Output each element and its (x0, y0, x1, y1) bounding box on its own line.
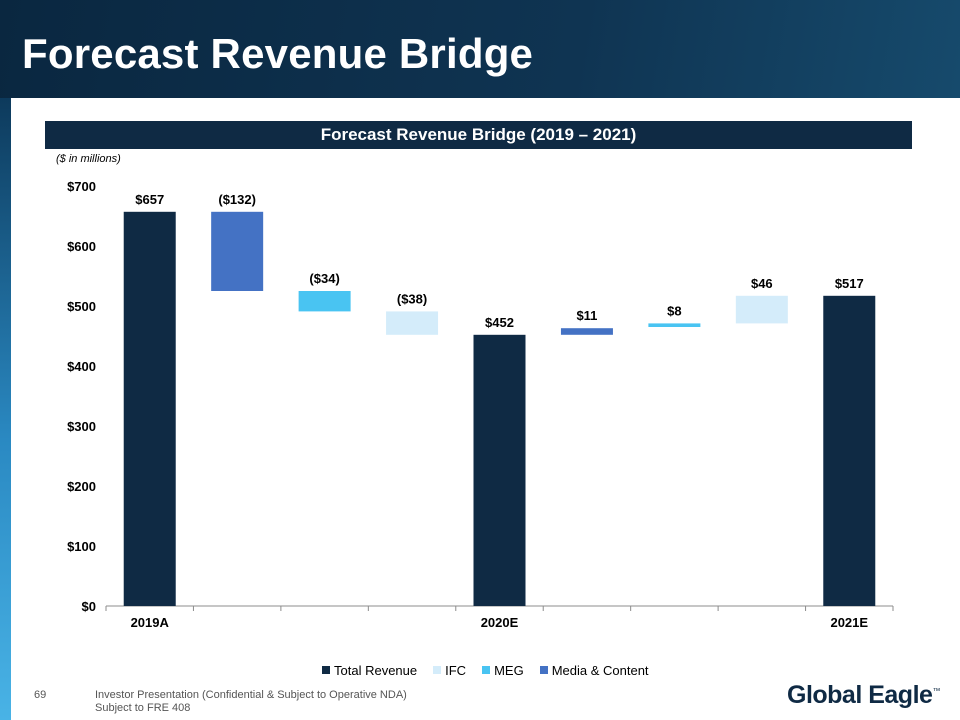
data-label-6: $11 (576, 308, 597, 323)
y-tick-label: $600 (67, 239, 96, 254)
data-label-7: $8 (667, 303, 681, 318)
page-number: 69 (34, 689, 47, 701)
legend-label: Media & Content (551, 662, 649, 678)
legend-item-media-content: Media & Content (539, 662, 649, 678)
footer-disclaimer: Investor Presentation (Confidential & Su… (95, 689, 407, 715)
y-tick-label: $0 (82, 599, 96, 614)
bar-1 (123, 211, 176, 607)
legend-item-total-revenue: Total Revenue (322, 663, 417, 678)
bar-3 (298, 291, 351, 312)
legend-swatch-total-revenue (322, 666, 330, 674)
data-label-1: $657 (135, 192, 164, 207)
x-category-label: 2020E (481, 615, 519, 630)
legend-label: MEG (494, 662, 524, 678)
x-category-label: 2021E (830, 615, 868, 630)
footer-line-1: Investor Presentation (Confidential & Su… (95, 689, 407, 701)
legend-item-ifc: IFC (433, 663, 466, 678)
bar-6 (560, 328, 613, 335)
global-eagle-logo: Global Eagle™ (787, 681, 940, 710)
bar-5 (473, 334, 526, 606)
data-label-3: ($34) (309, 271, 339, 286)
header-banner: Forecast Revenue Bridge (0, 0, 960, 98)
legend-label: Total Revenue (334, 662, 418, 678)
bar-2 (211, 211, 264, 291)
chart-legend: Total Revenue IFC MEG Media & Content (322, 662, 649, 678)
y-tick-label: $300 (67, 419, 96, 434)
legend-swatch-media-content (539, 666, 548, 674)
logo-trademark: ™ (932, 686, 940, 696)
data-label-4: ($38) (397, 291, 427, 306)
chart-title-banner: Forecast Revenue Bridge (2019 – 2021) (45, 121, 912, 149)
y-tick-label: $400 (67, 359, 96, 374)
data-label-5: $452 (485, 315, 514, 330)
footer-line-2: Subject to FRE 408 (95, 702, 191, 714)
data-label-9: $517 (835, 276, 864, 291)
x-category-label: 2019A (131, 615, 170, 630)
data-label-8: $46 (751, 276, 773, 291)
y-tick-label: $700 (67, 179, 96, 194)
logo-text: Global Eagle (787, 681, 933, 709)
units-note: ($ in millions) (56, 153, 121, 165)
legend-swatch-ifc (433, 666, 442, 674)
bar-7 (648, 323, 701, 327)
y-tick-label: $100 (67, 539, 96, 554)
y-tick-label: $200 (67, 479, 96, 494)
legend-label: IFC (445, 662, 467, 678)
side-accent-bar (0, 98, 11, 720)
page-title: Forecast Revenue Bridge (22, 30, 534, 77)
bar-8 (735, 295, 788, 324)
y-tick-label: $500 (67, 299, 96, 314)
bar-9 (823, 295, 876, 606)
data-label-2: ($132) (218, 192, 256, 207)
bar-4 (386, 311, 439, 335)
legend-swatch-meg (482, 666, 491, 674)
legend-item-meg: MEG (482, 663, 524, 678)
